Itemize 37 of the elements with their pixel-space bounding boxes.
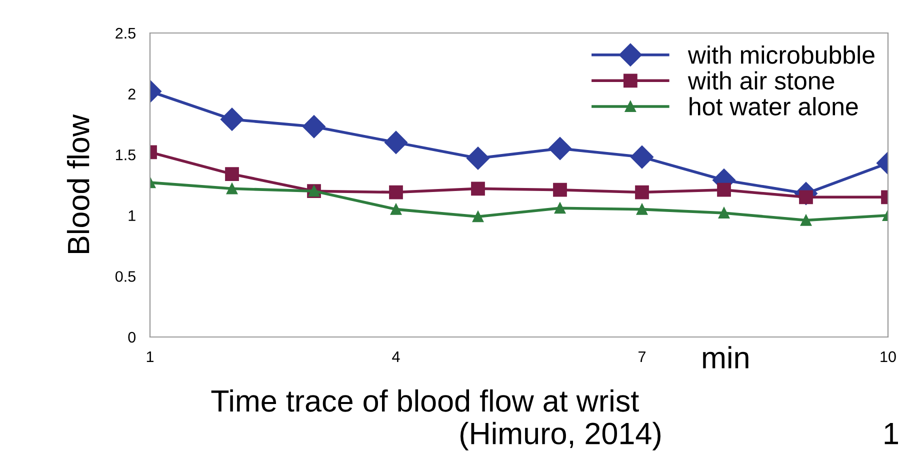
text: Time trace of blood flow at wrist — [211, 389, 639, 412]
point — [390, 204, 402, 215]
y-axis-title: Blood flow — [66, 114, 90, 253]
point — [548, 137, 572, 160]
point — [389, 185, 403, 200]
y-tick-label: 0.5 — [115, 271, 136, 282]
point — [554, 202, 566, 214]
point — [384, 130, 408, 154]
point — [466, 146, 490, 170]
x-tick-label: 7 — [638, 351, 646, 362]
point — [226, 183, 238, 194]
x-axis-title: min — [703, 346, 748, 368]
x-tick-label: 4 — [392, 351, 400, 362]
x-tick-label: 1 — [146, 351, 154, 362]
y-tick-label: 0 — [128, 332, 136, 343]
point — [635, 185, 649, 200]
point — [717, 182, 731, 197]
point — [302, 115, 326, 138]
point — [718, 207, 730, 219]
text: (Himuro, 2014) — [460, 422, 660, 450]
point — [472, 211, 484, 222]
point — [225, 167, 239, 181]
legend-label: hot water alone — [690, 97, 858, 116]
point — [630, 146, 654, 169]
legend-label: with air stone — [688, 71, 834, 90]
y-tick-label: 1 — [128, 210, 136, 221]
legend-label: with microbubble — [688, 46, 874, 64]
point — [471, 182, 485, 196]
point — [553, 182, 567, 197]
x-tick-label: 10 — [880, 351, 896, 362]
point — [636, 204, 648, 215]
y-tick-label: 1.5 — [116, 150, 136, 160]
y-tick-label: 2 — [128, 88, 136, 100]
point — [220, 108, 244, 131]
text: 1 — [884, 423, 898, 444]
y-tick-label: 2.5 — [116, 28, 136, 39]
point — [800, 214, 812, 226]
